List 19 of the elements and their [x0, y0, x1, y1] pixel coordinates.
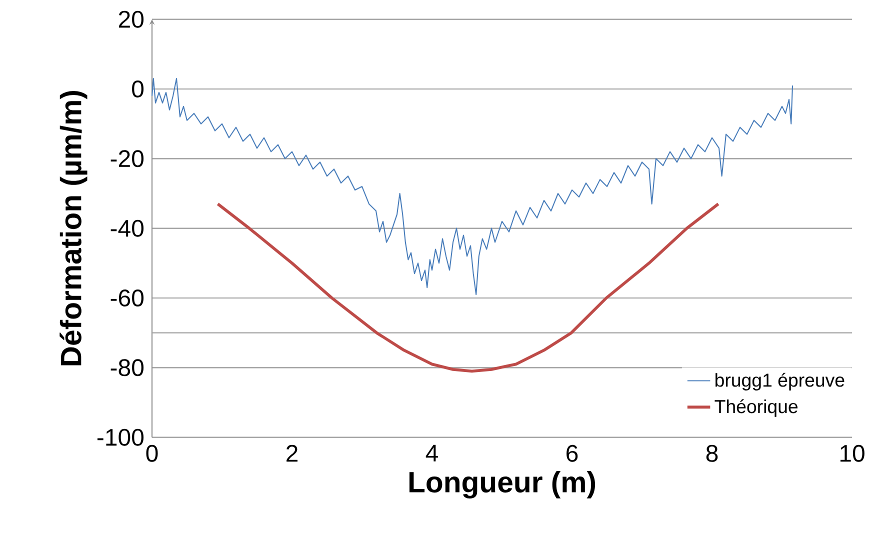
x-tick-label: 2: [286, 444, 298, 462]
x-tick-label: 10: [840, 444, 864, 462]
y-tick-label: -20: [110, 150, 144, 168]
x-tick-label: 8: [706, 444, 718, 462]
y-tick-label: -80: [110, 359, 144, 376]
legend-label: Théorique: [714, 399, 798, 417]
legend-label: brugg1 épreuve: [716, 372, 844, 390]
x-axis-title: Longueur (m): [409, 471, 596, 498]
y-tick-label: 0: [132, 80, 144, 98]
y-tick-label: -60: [110, 289, 144, 306]
y-tick-label: -100: [97, 428, 144, 446]
line-series: [151, 78, 794, 296]
x-tick-label: 4: [426, 444, 438, 462]
y-tick-label: 20: [118, 10, 144, 28]
y-axis-title: Déformation (µm/m): [60, 91, 88, 366]
x-tick-label: 0: [146, 444, 158, 462]
y-tick-label: -40: [110, 220, 144, 237]
line-series: [216, 202, 720, 373]
x-tick-label: 6: [566, 444, 578, 462]
